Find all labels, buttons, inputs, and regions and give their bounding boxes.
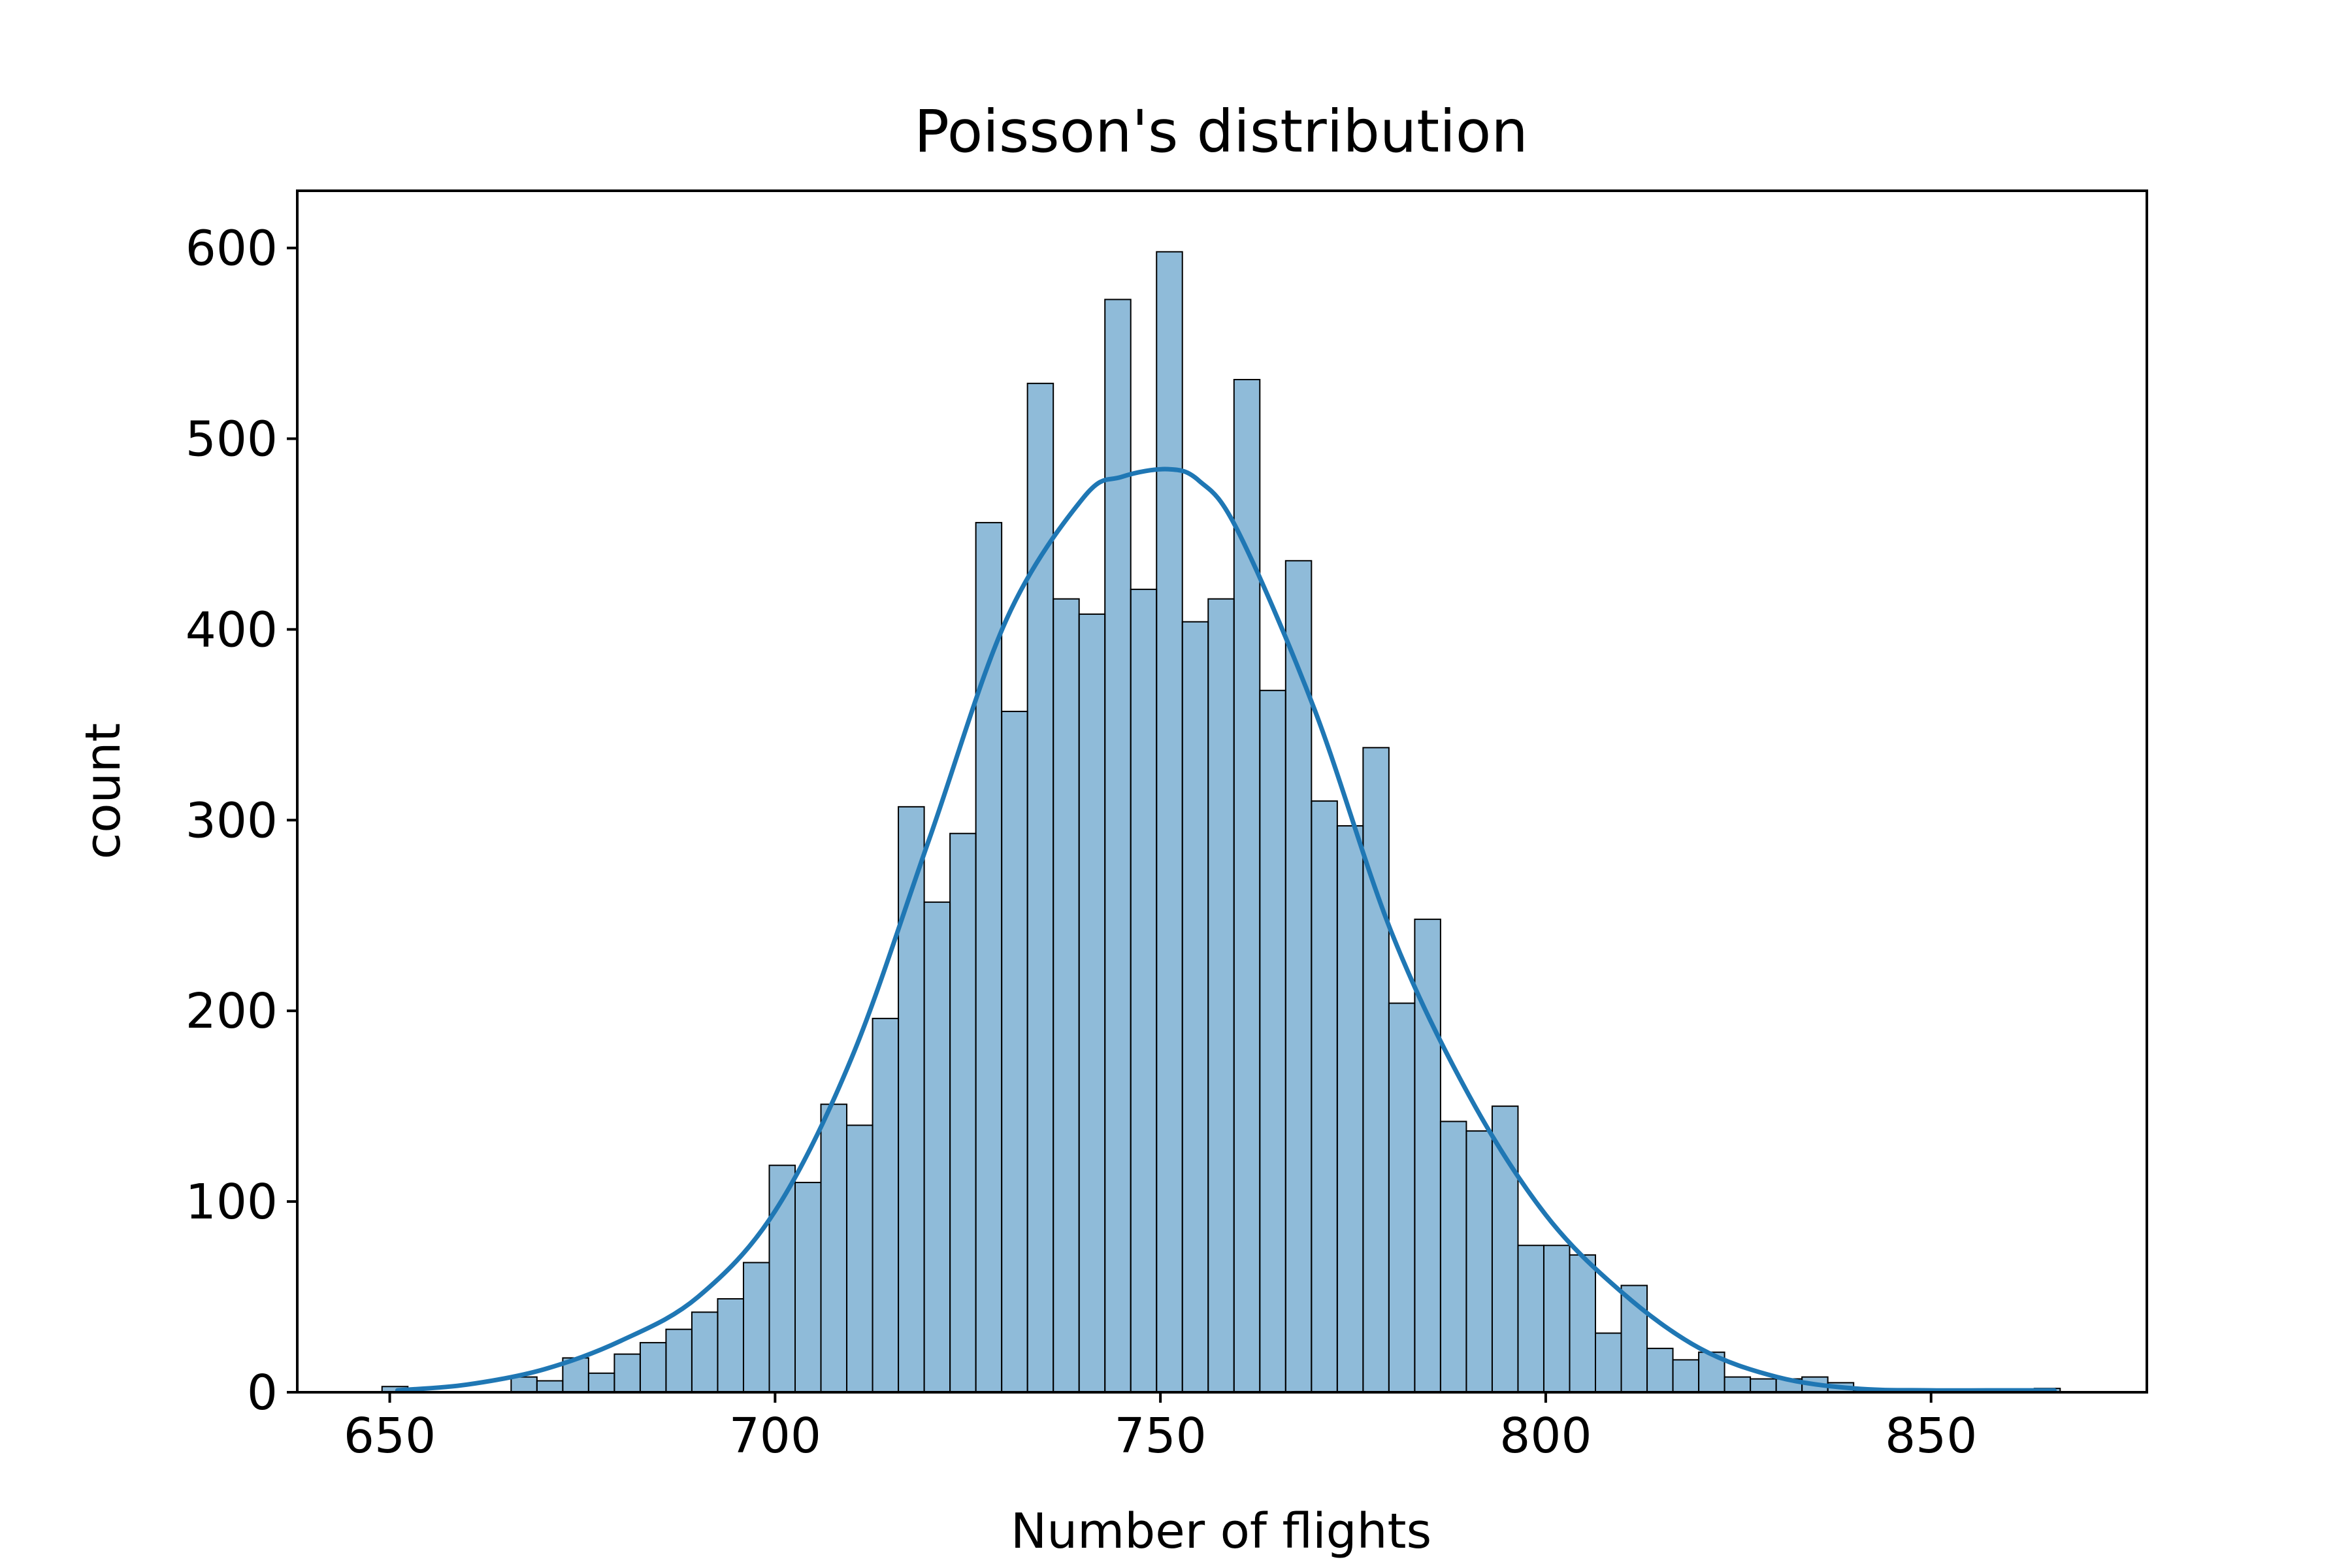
x-axis-ticks: 650 700 750 800 850 bbox=[344, 1392, 1977, 1464]
histogram-bar bbox=[742, 1262, 770, 1393]
histogram-bar bbox=[562, 1357, 589, 1393]
histogram-bar bbox=[923, 901, 951, 1394]
histogram-bar bbox=[1388, 1002, 1416, 1393]
histogram-bar bbox=[1284, 560, 1313, 1393]
histogram-bar bbox=[1543, 1245, 1571, 1393]
y-axis-ticks: 0 100 200 300 400 500 600 bbox=[186, 221, 297, 1421]
y-tick-label: 400 bbox=[186, 602, 278, 658]
histogram-bar bbox=[1646, 1347, 1674, 1393]
y-tick-label: 100 bbox=[186, 1174, 278, 1230]
histogram-bar bbox=[975, 521, 1003, 1393]
histogram-bar bbox=[717, 1298, 744, 1394]
kde-curve bbox=[395, 466, 2057, 1393]
histogram-bar bbox=[1491, 1105, 1519, 1393]
plot-area-frame bbox=[296, 189, 2148, 1394]
histogram-bar bbox=[1336, 825, 1364, 1393]
histogram-bar bbox=[794, 1181, 822, 1394]
x-tick-label: 750 bbox=[1115, 1408, 1207, 1464]
histogram-bar bbox=[1104, 299, 1132, 1393]
x-tick-label: 800 bbox=[1499, 1408, 1592, 1464]
histogram-bar bbox=[665, 1328, 693, 1393]
histogram-bar bbox=[1181, 621, 1209, 1394]
chart-title: Poisson's distribution bbox=[914, 97, 1528, 165]
histogram-bar bbox=[1569, 1254, 1597, 1394]
y-tick-label: 200 bbox=[186, 983, 278, 1039]
histogram-bar bbox=[949, 832, 977, 1393]
histogram-bar bbox=[1439, 1120, 1467, 1393]
x-tick-label: 700 bbox=[729, 1408, 821, 1464]
histogram-bar bbox=[1026, 382, 1054, 1393]
y-tick-label: 500 bbox=[186, 411, 278, 467]
histogram-bar bbox=[1750, 1378, 1777, 1393]
histogram-bar bbox=[872, 1017, 900, 1394]
x-axis-label: Number of flights bbox=[1011, 1503, 1431, 1560]
histogram-bar bbox=[1672, 1359, 1700, 1394]
histogram-bar bbox=[1001, 710, 1028, 1393]
histogram-bar bbox=[1311, 800, 1338, 1393]
y-tick-label: 0 bbox=[247, 1365, 278, 1421]
histogram-bar bbox=[1053, 598, 1080, 1394]
histogram-bar bbox=[1465, 1130, 1493, 1393]
histogram-bar bbox=[820, 1103, 848, 1393]
histogram-bar bbox=[1517, 1245, 1544, 1393]
x-tick-label: 650 bbox=[344, 1408, 436, 1464]
histogram-bar bbox=[536, 1380, 564, 1393]
histogram-bar bbox=[587, 1372, 615, 1394]
histogram-bar bbox=[1078, 613, 1106, 1393]
histogram-bar bbox=[1259, 689, 1286, 1393]
histogram-bar bbox=[1723, 1376, 1752, 1394]
histogram-bar bbox=[1156, 251, 1183, 1393]
histogram-bar bbox=[1130, 589, 1158, 1393]
histogram-bar bbox=[1207, 598, 1235, 1394]
y-axis-label: count bbox=[75, 723, 131, 860]
y-tick-label: 600 bbox=[186, 221, 278, 277]
histogram-bars bbox=[381, 251, 2061, 1394]
histogram-bar bbox=[510, 1376, 538, 1394]
histogram-bar bbox=[613, 1353, 641, 1394]
histogram-bar bbox=[639, 1342, 667, 1393]
x-tick-label: 850 bbox=[1885, 1408, 1977, 1464]
histogram-bar bbox=[691, 1311, 719, 1394]
histogram-bar bbox=[1595, 1332, 1622, 1393]
y-tick-label: 300 bbox=[186, 792, 278, 849]
histogram-bar bbox=[1362, 747, 1390, 1394]
histogram-bar bbox=[846, 1124, 874, 1394]
